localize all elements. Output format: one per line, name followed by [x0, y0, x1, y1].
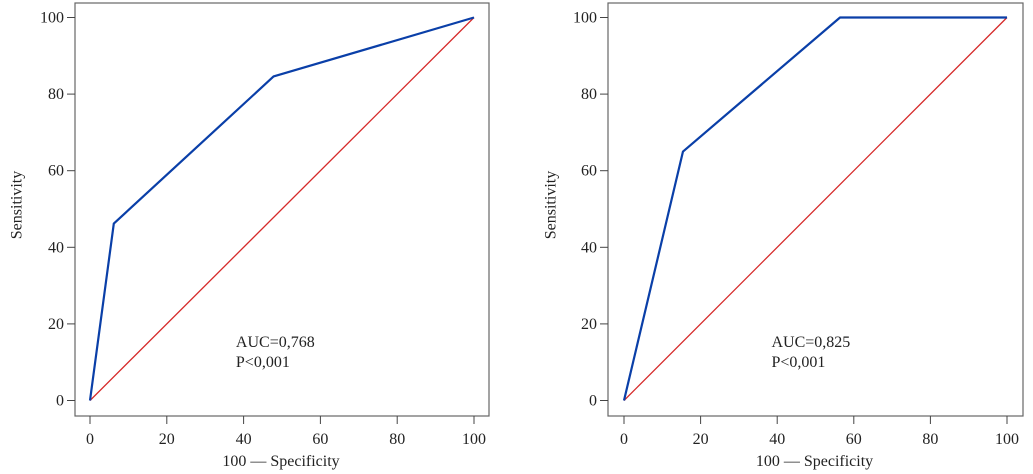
x-axis-label: 100 — Specificity: [756, 453, 873, 470]
p-value-annotation: P<0,001: [236, 354, 290, 371]
y-tick-label: 100: [40, 10, 64, 27]
y-tick-label: 80: [48, 86, 64, 103]
x-tick-label: 20: [693, 431, 709, 448]
y-tick-label: 60: [48, 163, 64, 180]
y-tick-label: 0: [56, 393, 64, 410]
roc-chart-1: 0 20 40 60 80 100 0 20 40 60 80 100 100 — Specificit…: [9, 2, 490, 470]
p-value-annotation: P<0,001: [771, 354, 825, 371]
y-tick-label: 100: [573, 10, 597, 27]
x-tick-label: 60: [846, 431, 862, 448]
y-axis-label: Sensitivity: [9, 171, 26, 239]
x-tick-label: 0: [620, 431, 628, 448]
y-tick-label: 20: [581, 316, 597, 333]
auc-annotation: AUC=0,825: [771, 334, 850, 351]
roc-curve-line: [88, 16, 475, 401]
x-tick-label: 100: [995, 431, 1019, 448]
plot-frame: [607, 2, 1024, 417]
x-tick-label: 80: [389, 431, 405, 448]
x-tick-label: 60: [312, 431, 328, 448]
y-tick-label: 40: [581, 239, 597, 256]
reference-diagonal-line: [89, 17, 475, 401]
reference-diagonal-line: [623, 17, 1008, 401]
plot-frame: [74, 2, 490, 417]
y-tick-label: 80: [581, 86, 597, 103]
y-tick-label: 40: [48, 239, 64, 256]
y-tick-label: 0: [589, 393, 597, 410]
roc-chart-2: 0 20 40 60 80 100 0 20 40 60 80 100 100 — Specificit…: [543, 2, 1024, 470]
x-tick-label: 40: [236, 431, 252, 448]
x-axis-label: 100 — Specificity: [222, 453, 339, 470]
auc-annotation: AUC=0,768: [236, 334, 315, 351]
roc-curve-line: [622, 16, 1007, 401]
x-tick-label: 20: [159, 431, 175, 448]
y-tick-label: 20: [48, 316, 64, 333]
y-tick-label: 60: [581, 163, 597, 180]
x-tick-label: 100: [462, 431, 486, 448]
x-tick-label: 80: [922, 431, 938, 448]
y-axis-label: Sensitivity: [543, 171, 560, 239]
x-tick-label: 0: [86, 431, 94, 448]
x-tick-label: 40: [769, 431, 785, 448]
